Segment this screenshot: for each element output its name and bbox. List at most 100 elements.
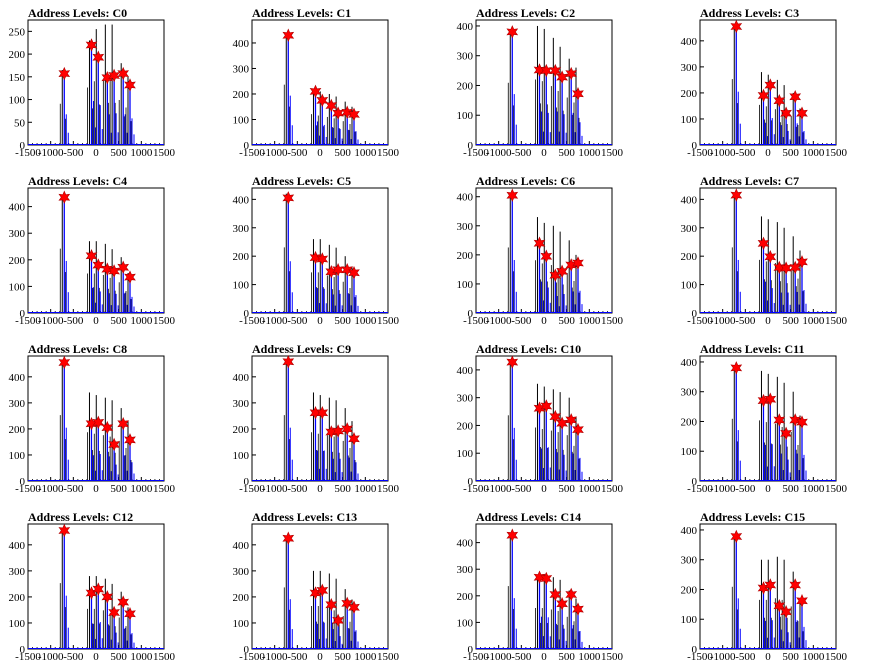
y-tick-label: 300 bbox=[9, 228, 26, 240]
histogram-plot: 0 100 200 300 400 -1500-1000 -500 0 500 1000 1500 bbox=[233, 354, 400, 495]
x-tick-label: 1500 bbox=[601, 147, 624, 159]
peak-marker bbox=[309, 250, 322, 265]
x-tick-label: -1000 bbox=[38, 315, 64, 327]
x-tick-label: 1000 bbox=[130, 315, 153, 327]
x-tick-label: 1500 bbox=[377, 315, 400, 327]
histogram-panel: Address Levels: C11 0 100 200 300 400 -1500 -10… bbox=[672, 336, 896, 504]
y-tick-label: 400 bbox=[681, 36, 698, 48]
x-tick-label: 1500 bbox=[153, 651, 176, 663]
x-tick-label: 1000 bbox=[802, 483, 825, 495]
y-tick-label: 100 bbox=[9, 281, 26, 293]
peak-marker bbox=[309, 84, 322, 99]
x-tick-label: -1000 bbox=[38, 483, 64, 495]
x-tick-label: -1000 bbox=[486, 651, 512, 663]
y-tick-label: 200 bbox=[457, 420, 474, 432]
histogram-plot: 0 100 200 300 400 -1500-1000 -500 0 500 1000 1500 bbox=[9, 523, 176, 663]
peak-marker bbox=[506, 25, 519, 39]
peak-marker bbox=[757, 88, 770, 103]
histogram-panel: Address Levels: C0 0 50 100 150 200 250 -1500 -1… bbox=[0, 0, 224, 168]
x-tick-label: -1000 bbox=[710, 315, 736, 327]
peak-marker bbox=[549, 409, 562, 424]
x-tick-label: 500 bbox=[782, 651, 799, 663]
x-tick-label: 0 bbox=[541, 651, 547, 663]
peak-marker bbox=[325, 597, 338, 612]
x-tick-label: 500 bbox=[782, 483, 799, 495]
peak-marker bbox=[572, 87, 584, 101]
x-tick-label: -500 bbox=[511, 315, 532, 327]
x-tick-label: 1000 bbox=[130, 651, 153, 663]
y-tick-label: 400 bbox=[9, 540, 26, 552]
panel-title: Address Levels: C14 bbox=[476, 510, 582, 524]
y-tick-label: 300 bbox=[457, 51, 474, 63]
y-tick-label: 400 bbox=[457, 538, 474, 550]
x-tick-label: 1000 bbox=[130, 483, 153, 495]
peak-marker bbox=[92, 50, 105, 65]
x-tick-label: 1500 bbox=[601, 315, 624, 327]
x-tick-label: -1000 bbox=[710, 483, 736, 495]
x-tick-label: -1500 bbox=[15, 651, 41, 663]
x-tick-label: -1000 bbox=[38, 651, 64, 663]
histogram-panel: Address Levels: C6 0 100 200 300 400 -1500 -100… bbox=[448, 168, 672, 336]
y-tick-label: 300 bbox=[681, 62, 698, 74]
panel-title: Address Levels: C10 bbox=[476, 342, 582, 356]
histogram-plot: 0 100 200 300 400 -1500-1000 -500 0 500 1000 1500 bbox=[457, 523, 624, 663]
peak-marker bbox=[565, 66, 578, 81]
y-tick-label: 400 bbox=[681, 525, 698, 537]
y-tick-label: 100 bbox=[457, 110, 474, 122]
x-tick-label: 1000 bbox=[354, 147, 377, 159]
y-tick-label: 100 bbox=[681, 280, 698, 292]
x-tick-label: 1500 bbox=[153, 147, 176, 159]
peak-marker bbox=[773, 93, 786, 108]
histogram-panel: Address Levels: C3 0 100 200 300 400 -1500 -100… bbox=[672, 0, 896, 168]
x-tick-label: 500 bbox=[110, 315, 127, 327]
peak-marker bbox=[506, 355, 519, 369]
peak-marker bbox=[117, 416, 130, 431]
x-tick-label: 0 bbox=[541, 483, 547, 495]
x-tick-label: -1500 bbox=[687, 483, 713, 495]
histogram-panel: Address Levels: C12 0 100 200 300 400 -1500 -10… bbox=[0, 504, 224, 672]
x-tick-label: 1000 bbox=[354, 315, 377, 327]
y-tick-label: 50 bbox=[14, 117, 26, 129]
x-tick-label: -1000 bbox=[262, 651, 288, 663]
x-tick-label: 0 bbox=[317, 483, 323, 495]
x-tick-label: -500 bbox=[287, 483, 308, 495]
x-tick-label: 0 bbox=[541, 147, 547, 159]
y-tick-label: 100 bbox=[233, 450, 250, 462]
y-tick-label: 400 bbox=[457, 192, 474, 204]
peak-marker bbox=[796, 594, 808, 608]
y-tick-label: 300 bbox=[9, 566, 26, 578]
peak-marker bbox=[325, 98, 338, 113]
histogram-panel: Address Levels: C9 0 100 200 300 400 -1500 -100… bbox=[224, 336, 448, 504]
histogram-plot: 0 100 200 300 400 -1500-1000 -500 0 500 1000 1500 bbox=[233, 19, 400, 159]
peak-marker bbox=[316, 406, 329, 420]
x-tick-label: -1500 bbox=[15, 147, 41, 159]
y-tick-label: 100 bbox=[457, 279, 474, 291]
panel-title: Address Levels: C5 bbox=[252, 174, 352, 188]
peak-marker bbox=[780, 605, 792, 619]
x-tick-label: 500 bbox=[558, 483, 575, 495]
x-tick-label: 0 bbox=[765, 315, 771, 327]
x-tick-label: 1500 bbox=[825, 651, 848, 663]
histogram-plot: 0 100 200 300 400 -1500-1000 -500 0 500 1000 1500 bbox=[233, 523, 400, 663]
x-tick-label: -500 bbox=[735, 147, 756, 159]
y-tick-label: 200 bbox=[457, 250, 474, 262]
x-tick-label: 1000 bbox=[802, 315, 825, 327]
peak-marker bbox=[282, 28, 295, 43]
peak-marker bbox=[332, 106, 344, 120]
y-tick-label: 0 bbox=[244, 644, 250, 656]
y-tick-label: 100 bbox=[233, 618, 250, 630]
y-tick-label: 400 bbox=[457, 365, 474, 377]
y-tick-label: 0 bbox=[20, 308, 26, 320]
peak-marker bbox=[549, 63, 562, 78]
histogram-plot: 0 100 200 300 400 -1500-1000 -500 0 500 1000 1500 bbox=[681, 187, 848, 327]
histogram-plot: 0 100 200 300 400 -1500-1000 -500 0 500 1000 1500 bbox=[681, 355, 848, 495]
peak-marker bbox=[565, 413, 578, 427]
x-tick-label: -1500 bbox=[239, 651, 265, 663]
x-tick-label: 1000 bbox=[578, 483, 601, 495]
peak-marker bbox=[85, 38, 98, 52]
histogram-plot: 0 100 200 300 400 -1500-1000 -500 0 500 1000 1500 bbox=[9, 355, 176, 495]
x-tick-label: -1500 bbox=[687, 315, 713, 327]
x-tick-label: 1500 bbox=[377, 147, 400, 159]
peak-marker bbox=[58, 66, 71, 81]
peak-marker bbox=[764, 250, 777, 264]
